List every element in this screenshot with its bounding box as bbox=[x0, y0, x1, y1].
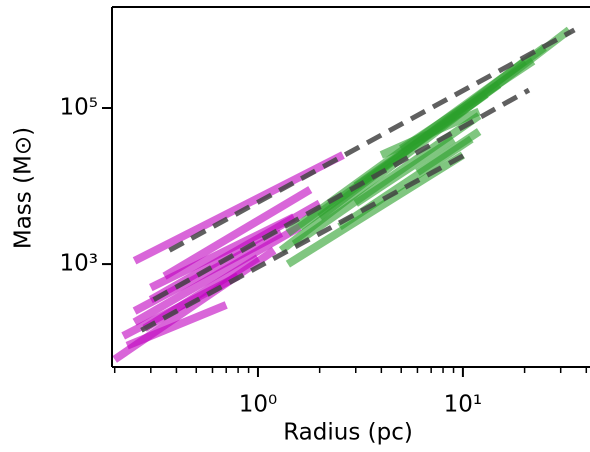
track-line bbox=[353, 135, 456, 207]
track-line bbox=[132, 223, 302, 326]
track-line bbox=[415, 128, 482, 176]
track-line bbox=[125, 301, 228, 350]
fit-line bbox=[168, 27, 576, 253]
y-axis-label: Mass (M⊙) bbox=[11, 127, 37, 249]
y-tick-label: 10⁵ bbox=[60, 95, 99, 121]
track-line bbox=[162, 186, 313, 280]
track-line bbox=[398, 57, 536, 153]
x-axis-label: Radius (pc) bbox=[283, 420, 413, 446]
x-tick-label: 10⁰ bbox=[239, 392, 278, 418]
fit-line bbox=[140, 152, 466, 333]
x-tick-label: 10¹ bbox=[444, 392, 483, 418]
fit-line bbox=[152, 87, 531, 302]
y-tick-label: 10³ bbox=[60, 251, 99, 277]
